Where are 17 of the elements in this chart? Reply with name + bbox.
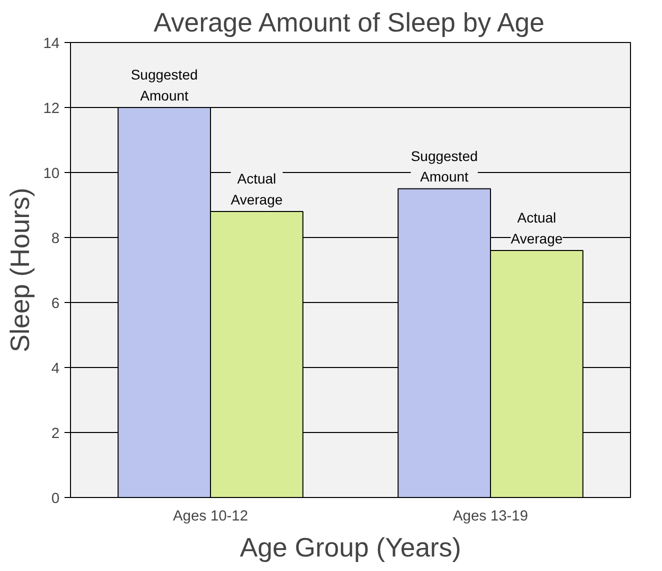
y-tick-label: 10 [43, 166, 60, 182]
x-tick-label: Ages 10-12 [173, 508, 248, 524]
y-tick-label: 0 [51, 491, 60, 507]
y-tick-label: 6 [51, 296, 60, 312]
x-axis-title: Age Group (Years) [240, 532, 462, 562]
series-label: Actual Average [230, 170, 283, 208]
x-tick-label: Ages 13-19 [453, 508, 528, 524]
text: Suggested Amount [410, 148, 478, 185]
y-tick-label: 2 [51, 426, 60, 442]
chart-title: Average Amount of Sleep by Age [154, 8, 544, 38]
y-tick-label: 4 [51, 361, 60, 377]
y-tick-label: 8 [51, 231, 60, 247]
y-tick-label: 14 [43, 36, 60, 52]
y-tick-label: 12 [43, 101, 60, 117]
text: Actual Average [510, 210, 563, 246]
series-label: Suggested Amount [130, 66, 198, 104]
y-axis-title: Sleep (Hours) [5, 188, 36, 352]
